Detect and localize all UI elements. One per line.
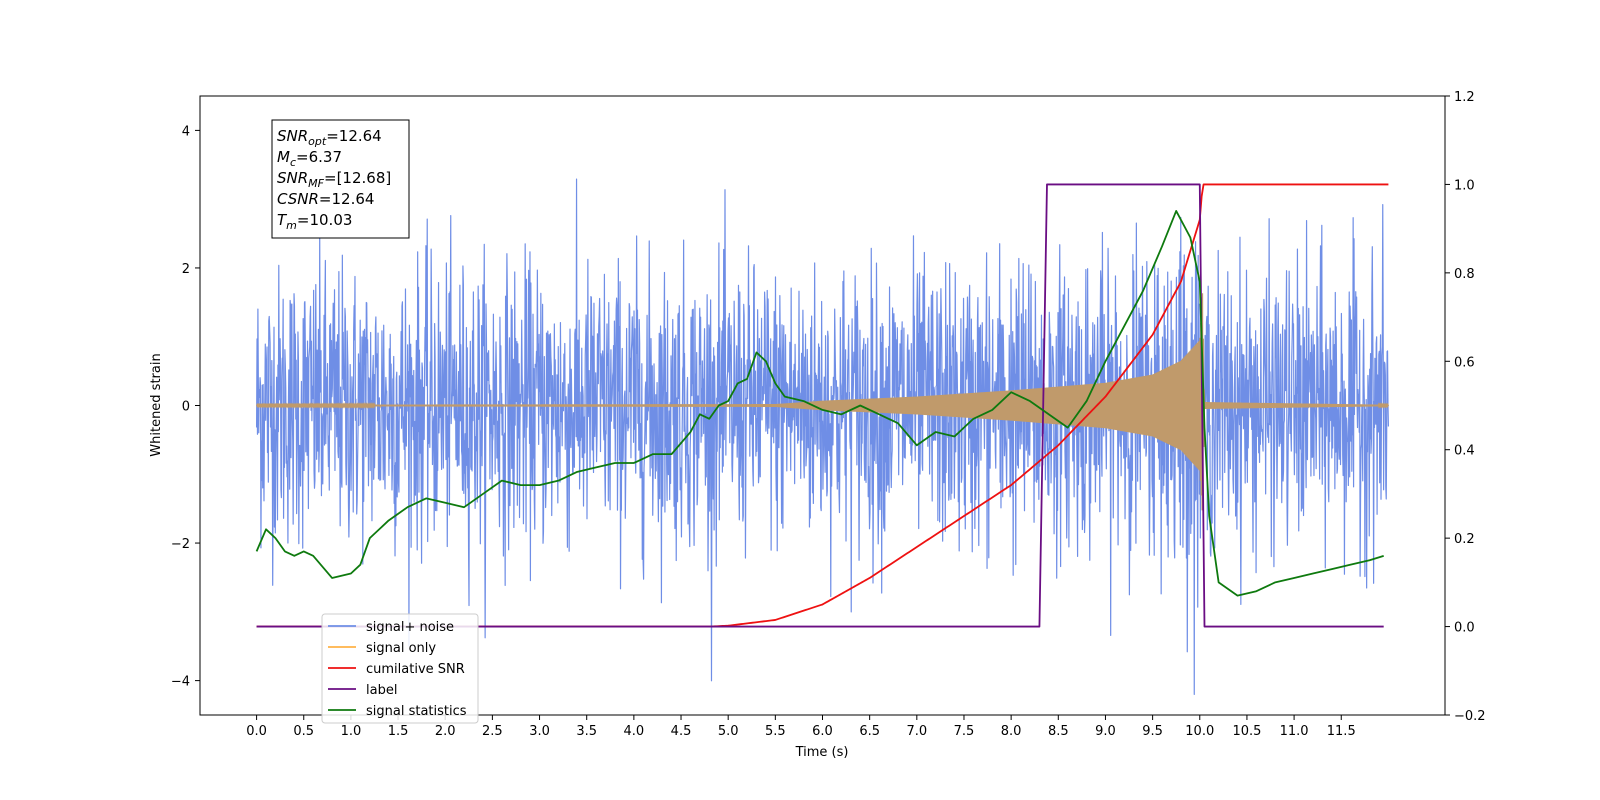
left-y-tick-label: 2 (182, 262, 190, 277)
info-value: =[12.68] (324, 169, 391, 187)
left-y-tick-label: −4 (171, 675, 190, 690)
info-subscript: m (286, 219, 297, 232)
x-tick-label: 2.0 (435, 724, 456, 739)
x-tick-label: 9.0 (1095, 724, 1116, 739)
info-value: =10.03 (297, 211, 353, 229)
info-box-line: Tm=10.03 (277, 211, 352, 232)
x-tick-label: 7.5 (954, 724, 975, 739)
info-symbol: CSNR (277, 190, 319, 208)
legend-label: signal statistics (366, 704, 467, 719)
y-axis-label: Whitened strain (149, 353, 164, 456)
info-box-line: CSNR=12.64 (277, 190, 374, 208)
x-tick-label: 1.5 (388, 724, 409, 739)
series-label-line (256, 183, 1384, 628)
right-y-tick-label: 0.8 (1454, 267, 1475, 282)
legend-label: cumilative SNR (366, 662, 465, 677)
x-tick-label: 11.0 (1280, 724, 1309, 739)
info-symbol: SNR (277, 169, 308, 187)
x-tick-label: 0.0 (246, 724, 267, 739)
legend-label: signal only (366, 641, 436, 656)
x-tick-label: 0.5 (293, 724, 314, 739)
info-box-line: Mc=6.37 (277, 148, 342, 169)
info-subscript: MF (308, 177, 324, 190)
x-tick-label: 9.5 (1142, 724, 1163, 739)
x-tick-label: 5.5 (765, 724, 786, 739)
x-tick-label: 11.5 (1327, 724, 1356, 739)
info-subscript: c (290, 156, 296, 169)
right-y-tick-label: 1.0 (1454, 178, 1475, 193)
info-box-line: SNRMF=[12.68] (277, 169, 391, 190)
x-tick-label: 2.5 (482, 724, 503, 739)
legend-label: label (366, 683, 397, 698)
x-tick-label: 4.5 (671, 724, 692, 739)
left-y-tick-label: 0 (182, 400, 190, 415)
series-signal-statistics-line (255, 210, 1384, 597)
x-tick-label: 3.5 (576, 724, 597, 739)
info-symbol: SNR (277, 127, 308, 145)
x-tick-label: 4.0 (624, 724, 645, 739)
info-value: =12.64 (326, 127, 382, 145)
info-subscript: opt (308, 135, 327, 148)
x-axis-label: Time (s) (795, 745, 849, 760)
x-tick-label: 6.5 (859, 724, 880, 739)
x-tick-label: 3.0 (529, 724, 550, 739)
right-y-tick-label: 1.2 (1454, 90, 1475, 105)
x-tick-label: 1.0 (341, 724, 362, 739)
info-box: SNRopt=12.64Mc=6.37SNRMF=[12.68]CSNR=12.… (271, 119, 410, 239)
x-tick-label: 6.0 (812, 724, 833, 739)
right-y-tick-label: 0.4 (1454, 444, 1475, 459)
info-value: =12.64 (319, 190, 375, 208)
legend: signal+ noise signal only cumilative SNR la… (321, 613, 479, 724)
x-axis: 0.0 0.5 1.0 1.5 2.0 2.5 3.0 3.5 4.0 4.5 5.0 5.5 6.0 6… (246, 715, 1356, 739)
right-y-tick-label: 0.2 (1454, 532, 1475, 547)
right-y-tick-label: 0.0 (1454, 621, 1475, 636)
x-tick-label: 10.0 (1185, 724, 1214, 739)
x-tick-label: 8.0 (1001, 724, 1022, 739)
left-y-axis: 4 2 0 −2 −4 (171, 124, 200, 690)
x-tick-label: 10.5 (1232, 724, 1261, 739)
info-box-line: SNRopt=12.64 (277, 127, 382, 148)
info-symbol: T (277, 211, 288, 229)
x-tick-label: 5.0 (718, 724, 739, 739)
x-tick-label: 8.5 (1048, 724, 1069, 739)
info-value: =6.37 (296, 148, 342, 166)
right-y-axis: 1.2 1.0 0.8 0.6 0.4 0.2 0.0 −0.2 (1445, 90, 1486, 724)
x-tick-label: 7.0 (906, 724, 927, 739)
right-y-tick-label: −0.2 (1454, 709, 1486, 724)
legend-label: signal+ noise (366, 620, 454, 635)
left-y-tick-label: −2 (171, 537, 190, 552)
left-y-tick-label: 4 (182, 124, 190, 139)
info-symbol: M (277, 148, 290, 166)
right-y-tick-label: 0.6 (1454, 355, 1475, 370)
